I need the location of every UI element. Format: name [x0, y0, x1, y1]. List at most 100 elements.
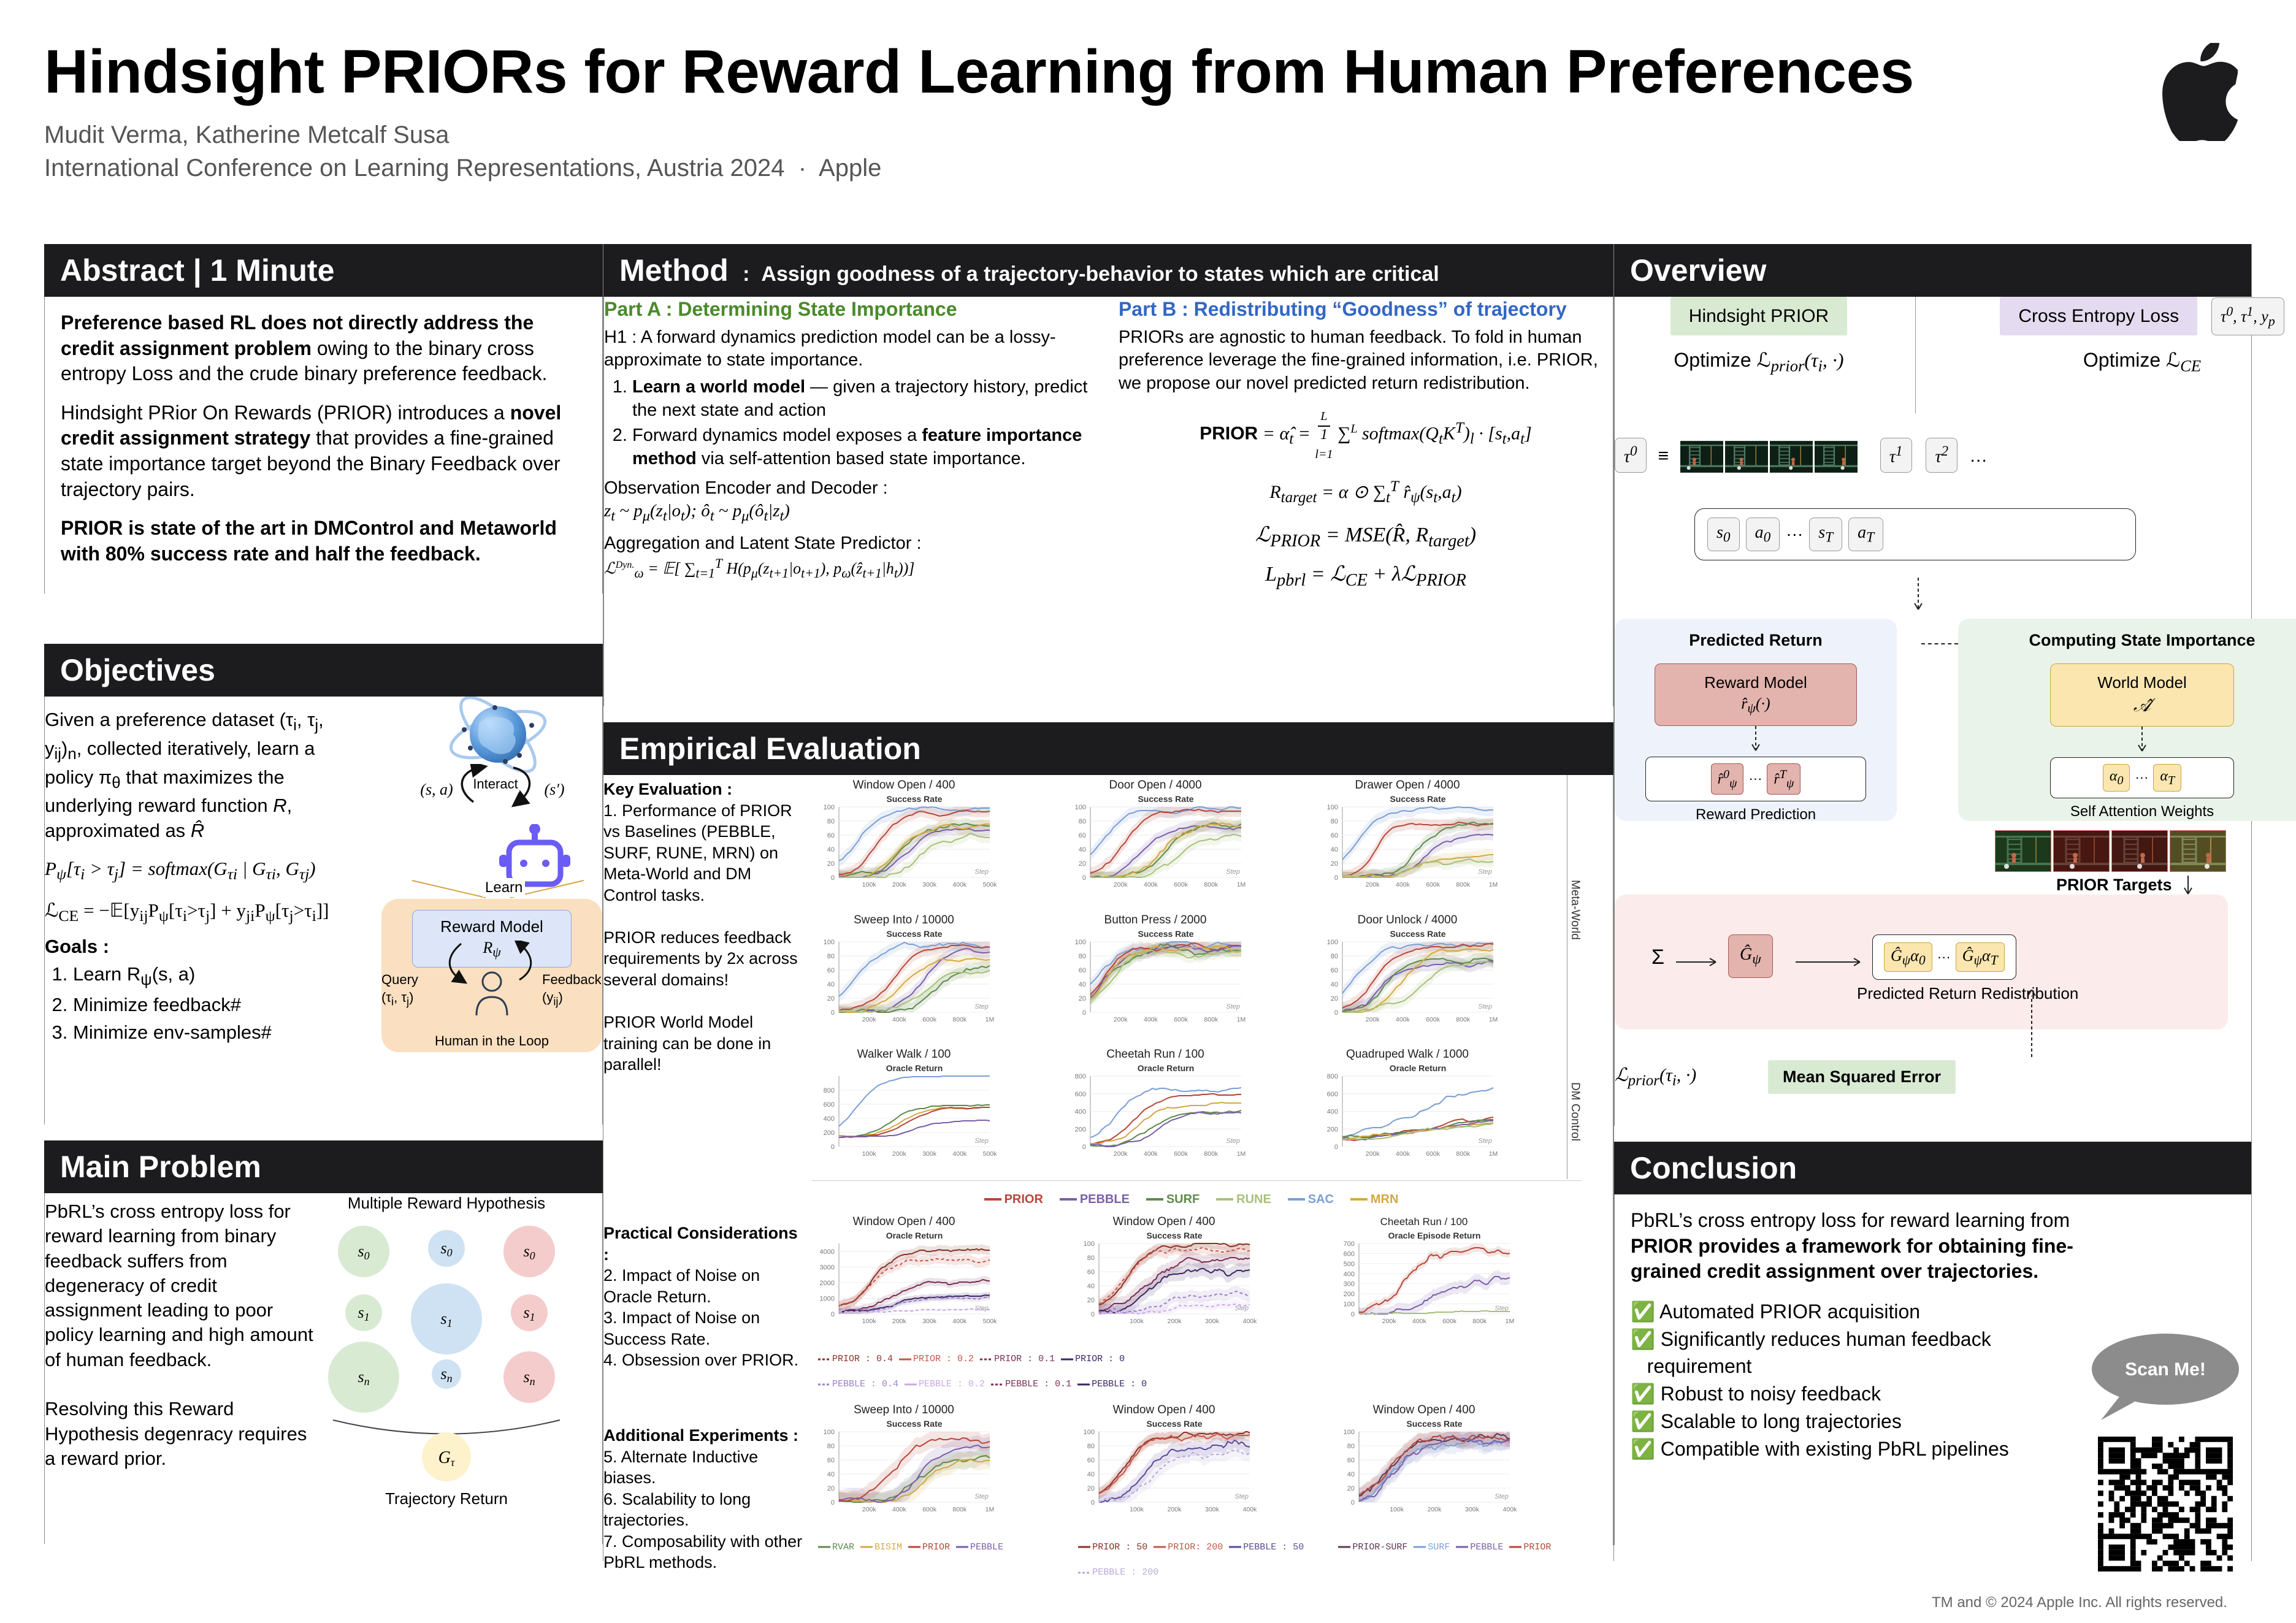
svg-text:100: 100 [824, 1429, 835, 1436]
svg-text:600k: 600k [1174, 1150, 1188, 1158]
svg-text:0: 0 [1082, 1009, 1086, 1017]
svg-text:Button Press / 2000: Button Press / 2000 [1104, 914, 1207, 926]
svg-text:200: 200 [1326, 1126, 1337, 1133]
svg-text:60: 60 [1347, 1457, 1355, 1464]
svg-text:80: 80 [1330, 953, 1337, 960]
svg-text:100: 100 [1344, 1301, 1355, 1308]
svg-text:Sweep Into / 10000: Sweep Into / 10000 [854, 1403, 954, 1416]
svg-text:1M: 1M [1237, 881, 1246, 888]
svg-text:400k: 400k [952, 881, 967, 888]
svg-text:700: 700 [1344, 1240, 1355, 1248]
svg-text:40: 40 [1079, 846, 1086, 854]
svg-text:Step: Step [974, 868, 989, 876]
svg-text:Step: Step [1495, 1493, 1509, 1500]
svg-text:60: 60 [827, 1457, 835, 1464]
svg-text:20: 20 [1079, 995, 1086, 1002]
svg-text:0: 0 [831, 874, 835, 882]
svg-text:0: 0 [1082, 874, 1086, 882]
svg-text:Step: Step [974, 1137, 989, 1145]
svg-text:1M: 1M [1488, 1150, 1498, 1158]
svg-text:2000: 2000 [820, 1280, 835, 1287]
svg-text:Step: Step [1235, 1493, 1249, 1500]
svg-text:60: 60 [1330, 967, 1337, 974]
svg-text:Sweep Into / 10000: Sweep Into / 10000 [854, 914, 954, 926]
svg-text:600k: 600k [922, 1016, 937, 1023]
svg-text:0: 0 [1082, 1144, 1086, 1151]
svg-text:200k: 200k [1365, 1016, 1380, 1023]
svg-text:800k: 800k [952, 1016, 967, 1023]
svg-text:40: 40 [827, 846, 835, 854]
svg-text:Success Rate: Success Rate [1407, 1419, 1463, 1429]
svg-text:0: 0 [1091, 1311, 1095, 1318]
svg-text:800: 800 [824, 1087, 835, 1094]
svg-text:20: 20 [827, 1485, 835, 1492]
svg-text:40: 40 [1087, 1471, 1095, 1478]
svg-text:400k: 400k [1243, 1506, 1258, 1513]
svg-text:80: 80 [827, 818, 835, 825]
svg-text:Interact: Interact [473, 776, 518, 792]
svg-text:Success Rate: Success Rate [886, 929, 942, 939]
svg-text:100k: 100k [1390, 1506, 1404, 1513]
svg-text:100k: 100k [862, 1318, 877, 1325]
svg-text:200k: 200k [1114, 1150, 1128, 1158]
svg-text:Oracle Return: Oracle Return [886, 1231, 943, 1240]
svg-text:400: 400 [1326, 1109, 1337, 1116]
svg-text:800k: 800k [1456, 881, 1471, 888]
svg-text:200k: 200k [1114, 1016, 1128, 1023]
svg-text:300: 300 [1344, 1281, 1355, 1288]
svg-text:(s, a): (s, a) [420, 781, 453, 798]
svg-text:100k: 100k [1130, 1506, 1144, 1513]
svg-text:Door Open / 4000: Door Open / 4000 [1109, 779, 1202, 792]
svg-text:20: 20 [1330, 860, 1337, 868]
svg-text:Quadruped Walk / 1000: Quadruped Walk / 1000 [1346, 1048, 1469, 1061]
svg-text:Step: Step [1226, 868, 1241, 876]
svg-text:(s'): (s') [545, 781, 565, 798]
svg-text:200: 200 [1344, 1291, 1355, 1298]
svg-text:40: 40 [1079, 981, 1086, 988]
svg-text:Oracle Return: Oracle Return [1389, 1063, 1446, 1073]
svg-text:20: 20 [1079, 860, 1086, 868]
svg-text:400k: 400k [1396, 1016, 1410, 1023]
svg-text:Step: Step [1226, 1003, 1241, 1010]
svg-text:3000: 3000 [820, 1264, 835, 1271]
svg-text:200k: 200k [1382, 1318, 1397, 1325]
svg-text:100k: 100k [862, 1150, 877, 1158]
svg-text:Step: Step [1478, 868, 1492, 876]
svg-text:40: 40 [1347, 1471, 1355, 1478]
svg-text:200k: 200k [892, 881, 907, 888]
svg-text:Drawer Open / 4000: Drawer Open / 4000 [1355, 779, 1460, 792]
svg-text:400k: 400k [1144, 1150, 1158, 1158]
svg-text:500k: 500k [983, 1318, 998, 1325]
svg-text:Success Rate: Success Rate [1390, 929, 1445, 939]
svg-text:100: 100 [1075, 939, 1086, 946]
svg-text:200k: 200k [1365, 1150, 1380, 1158]
svg-text:Oracle Episode Return: Oracle Episode Return [1388, 1231, 1481, 1240]
svg-text:100: 100 [1326, 804, 1337, 811]
svg-text:500k: 500k [983, 881, 998, 888]
svg-text:0: 0 [831, 1311, 835, 1318]
svg-text:60: 60 [1079, 832, 1086, 839]
svg-text:800k: 800k [1456, 1016, 1471, 1023]
svg-text:300k: 300k [1465, 1506, 1480, 1513]
svg-text:Step: Step [1478, 1137, 1492, 1145]
svg-text:400k: 400k [952, 1150, 967, 1158]
svg-text:Door Unlock / 4000: Door Unlock / 4000 [1357, 914, 1457, 926]
svg-text:0: 0 [831, 1499, 835, 1507]
svg-text:40: 40 [1330, 981, 1337, 988]
svg-text:400k: 400k [892, 1016, 907, 1023]
svg-text:400: 400 [1344, 1270, 1355, 1278]
svg-text:200: 200 [1075, 1126, 1086, 1133]
svg-text:600k: 600k [1174, 881, 1188, 888]
svg-text:0: 0 [1351, 1311, 1355, 1318]
svg-text:300k: 300k [922, 1150, 937, 1158]
svg-text:0: 0 [831, 1009, 835, 1017]
svg-text:200: 200 [824, 1129, 835, 1137]
svg-text:1M: 1M [1506, 1318, 1515, 1325]
svg-text:800k: 800k [952, 1506, 967, 1513]
svg-text:100k: 100k [862, 881, 877, 888]
svg-text:Cheetah Run / 100: Cheetah Run / 100 [1380, 1216, 1468, 1228]
svg-text:200k: 200k [862, 1506, 877, 1513]
svg-text:1M: 1M [1237, 1016, 1246, 1023]
svg-text:60: 60 [1087, 1269, 1095, 1276]
svg-text:600: 600 [1344, 1250, 1355, 1258]
